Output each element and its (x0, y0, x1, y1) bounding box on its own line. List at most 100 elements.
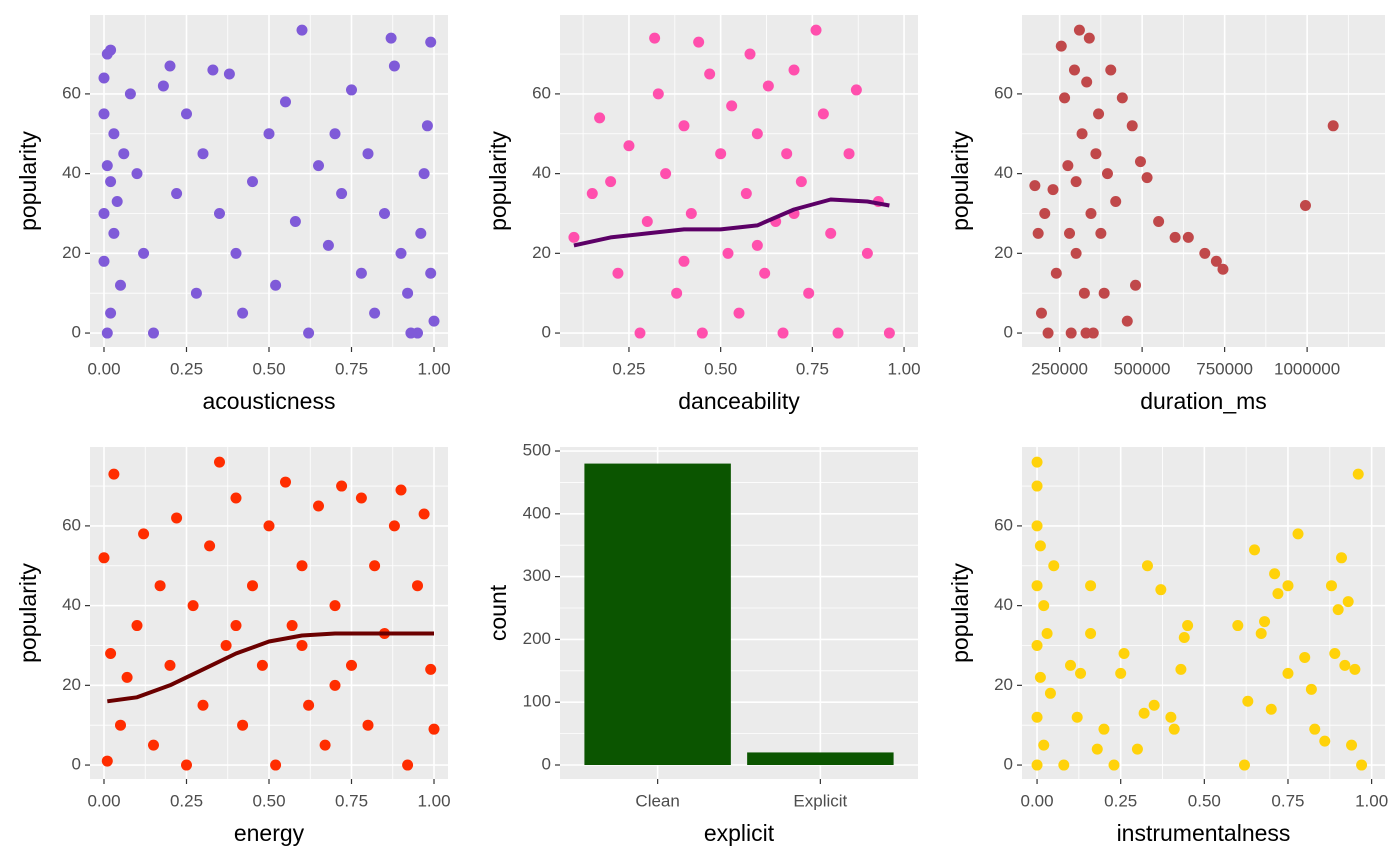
point (329, 600, 341, 612)
point (270, 279, 282, 291)
y-tick-label: 40 (62, 595, 81, 614)
point (1080, 327, 1092, 339)
point (1116, 92, 1128, 104)
point (157, 80, 169, 92)
point (286, 620, 298, 632)
point (1064, 227, 1076, 239)
point (114, 719, 126, 731)
point (1339, 659, 1351, 671)
x-tick-label: 0.00 (87, 791, 120, 810)
y-tick-label: 200 (523, 629, 551, 648)
point (605, 176, 617, 188)
point (385, 32, 397, 44)
point (421, 120, 433, 132)
y-tick-label: 60 (62, 83, 81, 102)
point (1169, 231, 1181, 243)
point (230, 247, 242, 259)
point (678, 120, 690, 132)
point (213, 456, 225, 468)
x-tick-label: 1.00 (417, 791, 450, 810)
point (303, 327, 315, 339)
y-tick-label: 0 (1004, 323, 1013, 342)
point (180, 759, 192, 771)
point (1265, 703, 1277, 715)
point (641, 215, 653, 227)
point (428, 723, 440, 735)
point (1356, 759, 1368, 771)
bar (747, 752, 894, 765)
point (1042, 327, 1054, 339)
point (1093, 108, 1105, 120)
y-axis-title: popularity (15, 563, 41, 663)
point (108, 128, 120, 140)
point (1031, 520, 1043, 532)
y-tick-label: 400 (523, 503, 551, 522)
point (693, 36, 705, 48)
point (751, 128, 763, 140)
y-tick-label: 60 (62, 515, 81, 534)
x-tick-label: 0.00 (87, 359, 120, 378)
point (402, 287, 414, 299)
y-tick-label: 40 (994, 163, 1013, 182)
y-tick-label: 40 (532, 163, 551, 182)
point (1059, 92, 1071, 104)
x-tick-label: 1000000 (1274, 359, 1340, 378)
y-tick-label: 60 (994, 83, 1013, 102)
point (98, 255, 110, 267)
point (843, 148, 855, 160)
point (850, 84, 862, 96)
point (280, 96, 292, 108)
point (722, 247, 734, 259)
point (586, 188, 598, 200)
point (313, 500, 325, 512)
point (395, 247, 407, 259)
point (336, 480, 348, 492)
point (594, 112, 606, 124)
point (1047, 184, 1059, 196)
point (187, 600, 199, 612)
point (825, 227, 837, 239)
x-axis-title: energy (234, 820, 305, 846)
point (138, 247, 150, 259)
y-tick-label: 40 (62, 163, 81, 182)
point (1039, 207, 1051, 219)
point (715, 148, 727, 160)
point (171, 512, 183, 524)
point (1182, 620, 1194, 632)
y-axis-title: popularity (947, 563, 973, 663)
point (207, 64, 219, 76)
point (1108, 759, 1120, 771)
point (1083, 32, 1095, 44)
point (1309, 723, 1321, 735)
point (1034, 671, 1046, 683)
point (1325, 580, 1337, 592)
x-axis-title: instrumentalness (1117, 820, 1291, 846)
point (777, 327, 789, 339)
panel: 0 20 40 60 250000 500000 750000 1000000 duration… (947, 15, 1385, 414)
point (1126, 120, 1138, 132)
point (1249, 544, 1261, 556)
point (98, 108, 110, 120)
point (296, 24, 308, 36)
point (131, 620, 143, 632)
point (1346, 739, 1358, 751)
point (883, 327, 895, 339)
point (418, 508, 430, 520)
point (355, 492, 367, 504)
point (1178, 632, 1190, 644)
point (781, 148, 793, 160)
point (362, 148, 374, 160)
point (696, 327, 708, 339)
point (1242, 695, 1254, 707)
point (726, 100, 738, 112)
x-axis-title: acousticness (203, 388, 336, 414)
point (1098, 723, 1110, 735)
point (220, 639, 232, 651)
point (817, 108, 829, 120)
x-tick-label: 0.25 (1104, 791, 1137, 810)
point (1165, 711, 1177, 723)
point (740, 188, 752, 200)
point (671, 287, 683, 299)
point (634, 327, 646, 339)
y-tick-label: 300 (523, 566, 551, 585)
